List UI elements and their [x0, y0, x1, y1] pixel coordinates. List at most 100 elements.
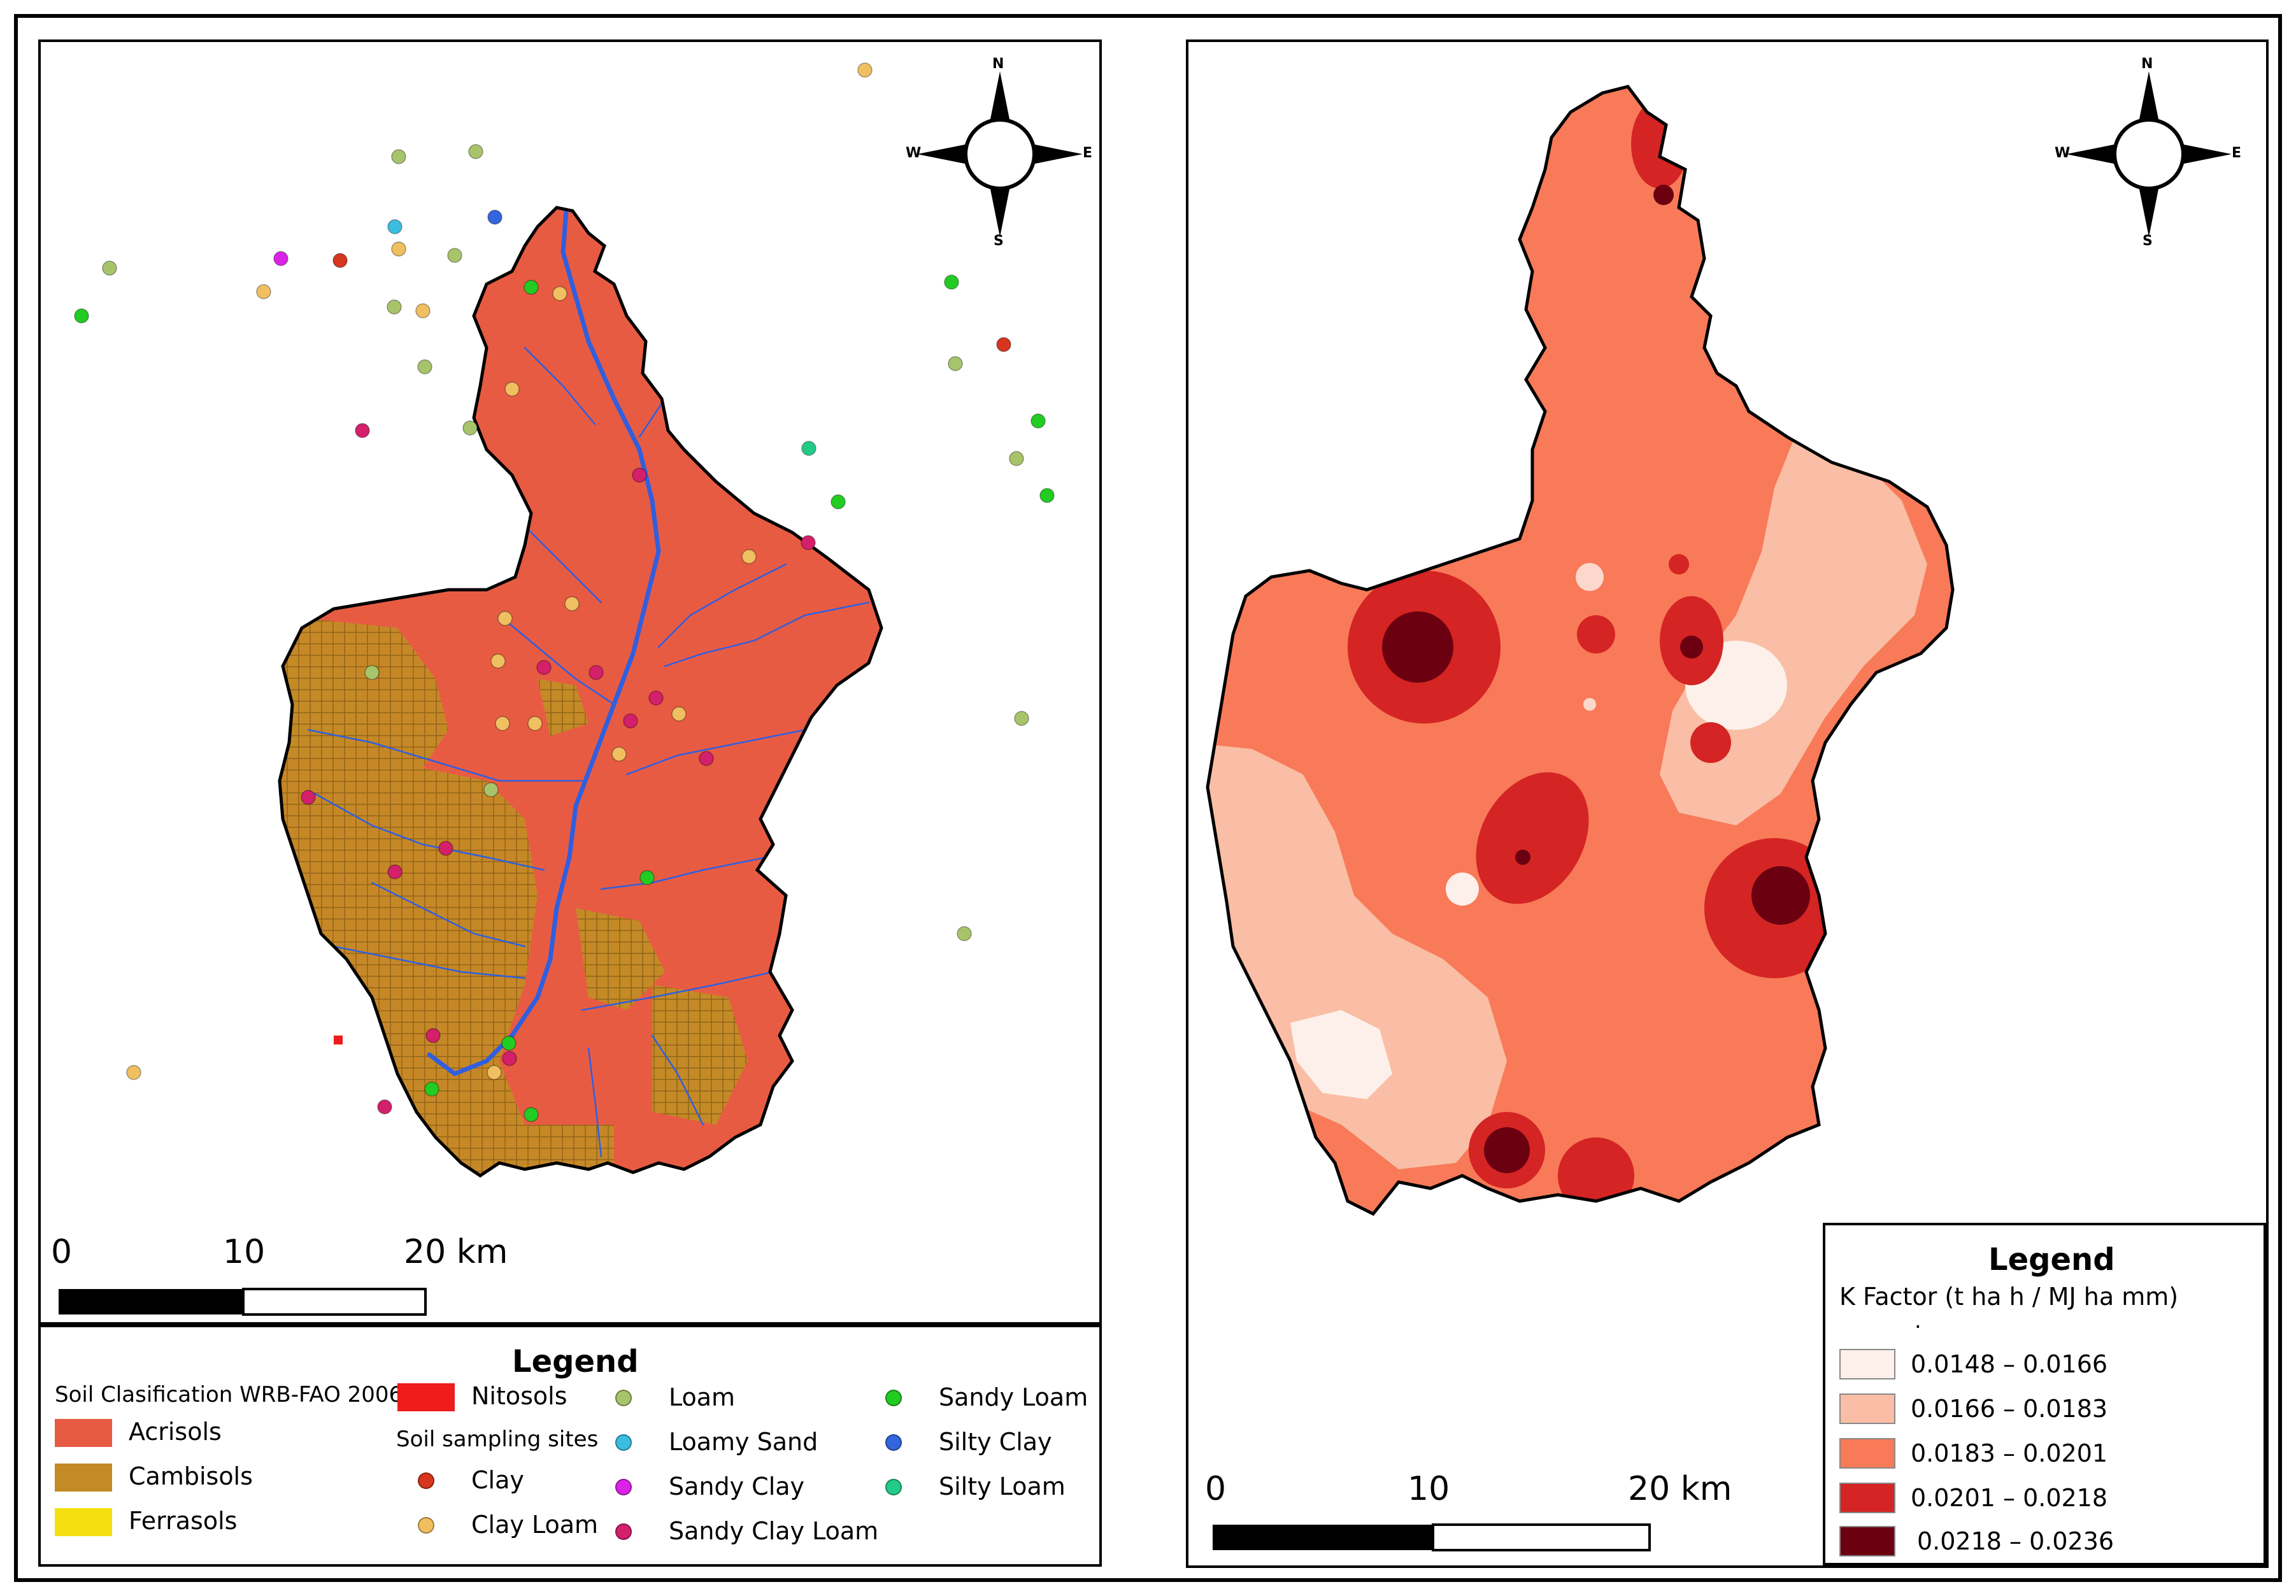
site-dot [831, 494, 846, 509]
site-dot [387, 864, 403, 880]
site-dot [364, 665, 380, 680]
dot-sandy-loam [885, 1390, 902, 1406]
scale-tick-0: 0 [51, 1233, 73, 1271]
left-map-panel: N S W E 0 10 20 km [38, 39, 1102, 1325]
legend-title: Legend [1988, 1242, 2115, 1278]
sites-heading: Soil sampling sites [396, 1427, 599, 1452]
site-dot [391, 149, 406, 164]
site-dot [1039, 488, 1055, 503]
compass-west-label: W [906, 145, 922, 161]
legend-label-loam: Loam [669, 1383, 736, 1411]
legend-label-clay: Clay [471, 1466, 524, 1494]
compass-east-label: E [1083, 145, 1093, 161]
swatch-k-class-3 [1839, 1438, 1895, 1469]
swatch-k-class-2 [1839, 1393, 1895, 1424]
dot-silty-clay [885, 1434, 902, 1451]
site-dot [857, 62, 873, 78]
swatch-acrisols [55, 1419, 112, 1447]
legend-label-nitosols: Nitosols [471, 1382, 567, 1410]
site-dot [1014, 711, 1029, 726]
legend-label-ferrasols: Ferrasols [129, 1507, 238, 1535]
swatch-cambisols [55, 1464, 112, 1492]
site-dot [102, 260, 117, 276]
legend-label-loamy-sand: Loamy Sand [669, 1428, 818, 1456]
dot-loam [615, 1390, 632, 1406]
legend-label-sandy-loam: Sandy Loam [939, 1383, 1088, 1411]
site-dot [391, 241, 406, 257]
figure-frame [14, 14, 2282, 1582]
site-dot [699, 751, 714, 766]
swatch-ferrasols [55, 1508, 112, 1536]
scale-tick-20: 20 km [1628, 1470, 1732, 1508]
site-dot [126, 1065, 141, 1080]
site-dot [417, 359, 432, 374]
dot-sandy-clay-loam [615, 1523, 632, 1540]
scale-bar [59, 1288, 427, 1316]
scale-tick-10: 10 [1408, 1470, 1450, 1508]
compass-north-label: N [2141, 56, 2153, 72]
site-dot [1030, 413, 1046, 429]
site-dot [957, 926, 972, 941]
site-dot [588, 665, 604, 680]
scale-tick-0: 0 [1205, 1470, 1227, 1508]
site-dot [639, 870, 655, 885]
site-dot [524, 280, 539, 295]
legend-label-sandy-clay: Sandy Clay [669, 1472, 805, 1500]
site-dot [425, 1028, 441, 1043]
legend-label-k-class-1: 0.0148 – 0.0166 [1911, 1350, 2108, 1378]
right-map-panel: N S W E 0 10 20 km Legend K Factor (t ha… [1186, 39, 2269, 1568]
compass-east-label: E [2232, 145, 2242, 161]
dot-clay [418, 1472, 434, 1489]
site-dot [536, 660, 552, 675]
site-dot [487, 1065, 502, 1080]
compass-west-label: W [2055, 145, 2071, 161]
site-dot [801, 441, 816, 456]
dot-loamy-sand [615, 1434, 632, 1451]
site-dot [483, 782, 499, 797]
site-dot [355, 423, 370, 438]
site-dot [487, 210, 503, 225]
site-dot [273, 251, 289, 266]
site-dot [501, 1036, 517, 1051]
site-dot [611, 746, 627, 762]
site-dot [996, 337, 1011, 352]
site-dot [387, 299, 402, 315]
right-legend: Legend K Factor (t ha h / MJ ha mm) . 0.… [1823, 1223, 2266, 1565]
site-dot [387, 219, 403, 234]
left-legend: Legend Soil Clasification WRB-FAO 2006 A… [38, 1325, 1102, 1567]
soil-class-heading: Soil Clasification WRB-FAO 2006 [55, 1382, 403, 1407]
site-dot [332, 253, 348, 268]
legend-label-silty-loam: Silty Loam [939, 1472, 1066, 1500]
site-dot [490, 653, 506, 669]
legend-label-clay-loam: Clay Loam [471, 1511, 598, 1539]
legend-label-acrisols: Acrisols [129, 1418, 222, 1446]
scale-tick-10: 10 [223, 1233, 266, 1271]
site-dot [741, 549, 757, 564]
site-dot [671, 706, 687, 722]
site-dot [438, 841, 453, 856]
swatch-k-class-1 [1839, 1349, 1895, 1379]
site-dot [497, 611, 513, 626]
compass-north-label: N [992, 56, 1004, 72]
swatch-k-class-4 [1839, 1483, 1895, 1513]
legend-label-cambisols: Cambisols [129, 1462, 253, 1490]
compass-rose-icon [917, 71, 1083, 237]
site-dot [1009, 451, 1024, 466]
legend-label-k-class-3: 0.0183 – 0.0201 [1911, 1439, 2108, 1467]
legend-dot: . [1915, 1308, 1922, 1334]
site-dot [552, 286, 567, 301]
scale-tick-20: 20 km [404, 1233, 508, 1271]
site-dot [415, 303, 431, 318]
legend-label-k-class-5: 0.0218 – 0.0236 [1917, 1527, 2114, 1555]
swatch-nitosols [397, 1383, 455, 1411]
site-dot [462, 420, 478, 436]
site-dot [564, 596, 580, 611]
site-dot [256, 284, 271, 299]
site-dot [301, 790, 316, 805]
legend-title: Legend [512, 1344, 639, 1379]
legend-subtitle: K Factor (t ha h / MJ ha mm) [1839, 1283, 2179, 1311]
compass-rose-icon [2066, 71, 2232, 237]
site-dot [948, 356, 963, 371]
swatch-k-class-5 [1839, 1526, 1895, 1557]
site-dot [424, 1081, 439, 1097]
